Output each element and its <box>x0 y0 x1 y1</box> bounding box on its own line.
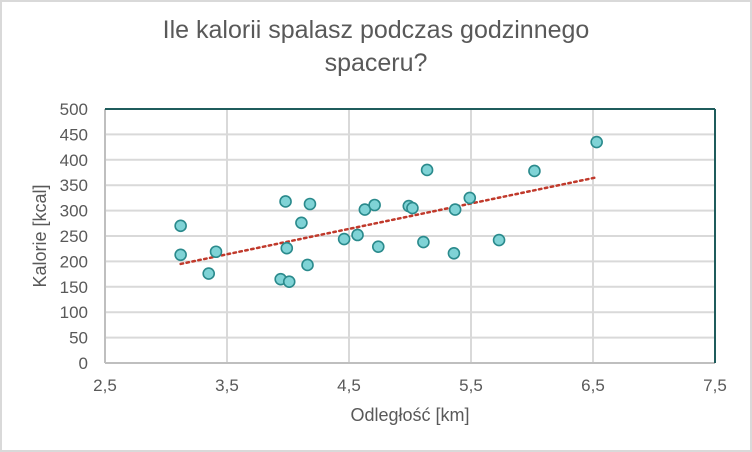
chart-title-line1: Ile kalorii spalasz podczas godzinnego <box>162 16 590 44</box>
y-tick-label: 350 <box>60 176 88 195</box>
x-tick-label: 3,5 <box>215 376 239 395</box>
y-tick-label: 450 <box>60 125 88 144</box>
y-tick-label: 150 <box>60 278 88 297</box>
data-point <box>301 258 314 272</box>
gridlines <box>105 108 715 363</box>
y-tick-label: 400 <box>60 151 88 170</box>
data-point <box>174 248 187 262</box>
chart-title: Ile kalorii spalasz podczas godzinnego s… <box>0 14 752 80</box>
data-point <box>368 198 381 212</box>
x-tick-label: 6,5 <box>581 376 605 395</box>
x-tick-label: 4,5 <box>337 376 361 395</box>
y-tick-label: 200 <box>60 252 88 271</box>
x-tick-label: 7,5 <box>703 376 727 395</box>
y-tick-label: 500 <box>60 100 88 119</box>
data-point <box>303 197 317 211</box>
data-point <box>209 245 223 259</box>
x-tick-label: 2,5 <box>93 376 117 395</box>
data-point <box>282 275 296 289</box>
data-point <box>420 163 434 177</box>
data-point <box>280 241 294 255</box>
y-tick-label: 50 <box>69 329 88 348</box>
data-point <box>371 240 385 253</box>
trendline-path <box>179 176 597 266</box>
y-axis-ticks: 0 50 100 150 200 250 300 350 400 450 500 <box>60 100 88 373</box>
data-point <box>337 232 351 246</box>
y-tick-label: 100 <box>60 303 88 322</box>
x-tick-label: 5,5 <box>459 376 483 395</box>
data-point <box>295 216 308 230</box>
data-point <box>448 203 462 216</box>
data-point <box>590 135 603 149</box>
y-tick-label: 300 <box>60 202 88 221</box>
data-point <box>174 219 187 233</box>
trendline <box>179 176 597 266</box>
y-axis-label: Kalorie [kcal] <box>30 184 50 287</box>
data-point <box>202 267 215 280</box>
data-point <box>528 164 541 178</box>
data-points <box>174 135 603 289</box>
plot-frame <box>104 108 716 364</box>
data-point <box>463 191 477 205</box>
data-point <box>351 228 364 242</box>
y-tick-label: 250 <box>60 227 88 246</box>
data-point <box>417 235 430 249</box>
data-point <box>492 233 506 247</box>
chart-title-line2: spaceru? <box>324 49 428 77</box>
data-point <box>447 246 461 260</box>
x-axis-label: Odległość [km] <box>350 405 469 425</box>
y-tick-label: 0 <box>79 354 88 373</box>
x-axis-ticks: 2,5 3,5 4,5 5,5 6,5 7,5 <box>93 376 727 395</box>
data-point <box>406 201 419 215</box>
data-point <box>279 195 292 208</box>
